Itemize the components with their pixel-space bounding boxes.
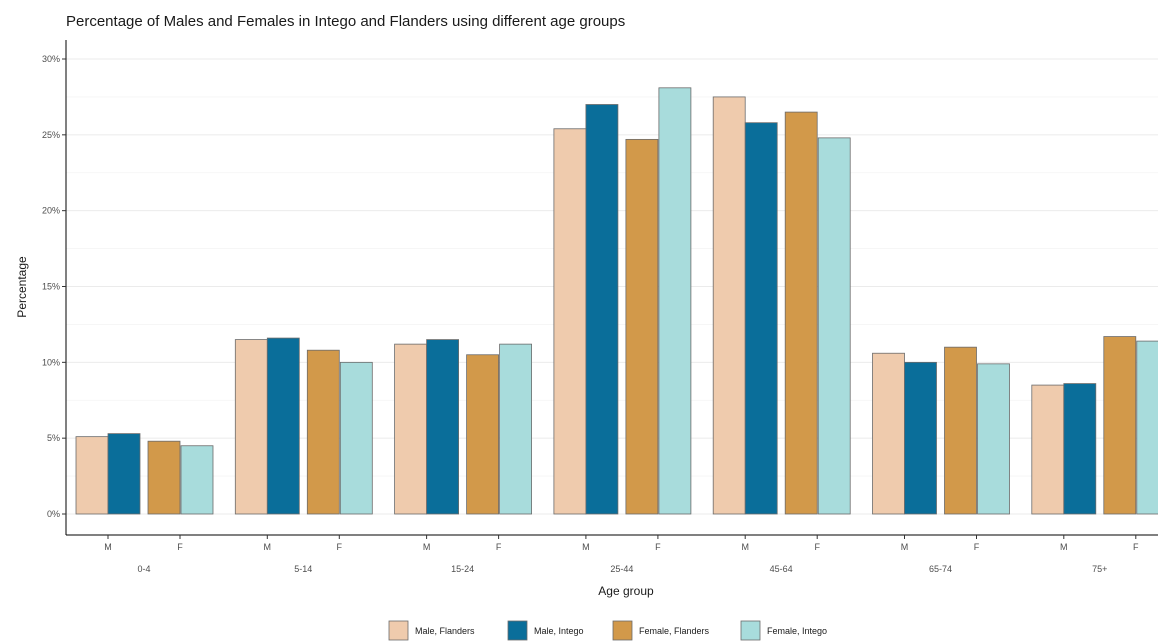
bar-75+-male-flanders (1031, 384, 1065, 515)
legend-label: Female, Flanders (639, 626, 710, 636)
legend-label: Male, Flanders (415, 626, 475, 636)
legend-label: Male, Intego (534, 626, 584, 636)
bar-65-74-female-flanders (944, 346, 977, 515)
legend-key (388, 620, 409, 641)
legend: Male, Flanders Male, Intego Female, Flande… (388, 620, 827, 641)
x-tick-label: F (655, 542, 661, 552)
bar-15-24-female-intego (499, 343, 533, 515)
legend-key (507, 620, 528, 641)
y-tick-label: 10% (42, 357, 60, 367)
bar-45-64-female-intego (817, 137, 851, 515)
bar-0-4-male-intego (107, 433, 141, 515)
x-axis-label: Age group (598, 584, 654, 598)
bar-45-64-female-flanders (784, 111, 818, 515)
legend-label: Female, Intego (767, 626, 827, 636)
bar-65-74-male-flanders (872, 352, 905, 515)
bar-25-44-male-flanders (553, 128, 587, 515)
bar-0-4-female-flanders (147, 440, 181, 515)
bar-25-44-male-intego (585, 104, 619, 515)
x-tick-label: M (1060, 542, 1068, 552)
y-tick-label: 25% (42, 130, 60, 140)
x-tick-label: F (974, 542, 980, 552)
y-tick-label: 20% (42, 206, 60, 216)
bar-5-14-female-flanders (306, 349, 340, 515)
bars (75, 87, 1158, 515)
y-tick-label: 15% (42, 282, 60, 292)
bar-5-14-female-intego (339, 361, 373, 515)
legend-key (740, 620, 761, 641)
bar-65-74-female-intego (977, 363, 1010, 515)
x-group-label: 75+ (1092, 564, 1107, 574)
x-tick-label: M (104, 542, 112, 552)
x-group-label: 45-64 (770, 564, 793, 574)
bar-75+-female-intego (1136, 340, 1158, 515)
bar-45-64-male-intego (744, 122, 778, 515)
y-axis-label: Percentage (15, 256, 29, 318)
bar-25-44-female-intego (658, 87, 692, 515)
bar-15-24-female-flanders (466, 354, 500, 515)
bar-15-24-male-intego (426, 339, 460, 515)
x-axis-ticks: M F 0-4 M F 5-14 M F 15-24 M F 25-44 M F 45-64 M F 65-74 M… (104, 535, 1139, 574)
x-tick-label: M (741, 542, 749, 552)
x-tick-label: M (423, 542, 431, 552)
bar-5-14-male-intego (266, 337, 300, 515)
x-tick-label: F (1133, 542, 1139, 552)
x-tick-label: F (177, 542, 183, 552)
chart-title: Percentage of Males and Females in Integ… (66, 13, 625, 30)
bar-15-24-male-flanders (394, 343, 428, 515)
bar-75+-female-flanders (1103, 336, 1137, 515)
x-tick-label: F (337, 542, 343, 552)
bar-0-4-male-flanders (75, 436, 109, 515)
bar-65-74-male-intego (904, 361, 937, 515)
bar-75+-male-intego (1063, 383, 1097, 515)
x-group-label: 25-44 (610, 564, 633, 574)
x-tick-label: M (264, 542, 272, 552)
legend-key (612, 620, 633, 641)
x-tick-label: M (582, 542, 590, 552)
x-group-label: 15-24 (451, 564, 474, 574)
bar-45-64-male-flanders (712, 96, 746, 515)
y-tick-label: 0% (47, 509, 60, 519)
bar-0-4-female-intego (180, 445, 214, 515)
x-group-label: 0-4 (137, 564, 150, 574)
bar-25-44-female-flanders (625, 138, 659, 515)
x-group-label: 5-14 (294, 564, 312, 574)
y-axis-ticks: 0% 5% 10% 15% 20% 25% 30% (42, 54, 66, 519)
bar-5-14-male-flanders (234, 339, 268, 515)
y-tick-label: 5% (47, 433, 60, 443)
x-group-label: 65-74 (929, 564, 952, 574)
x-tick-label: F (814, 542, 820, 552)
y-tick-label: 30% (42, 54, 60, 64)
x-tick-label: M (901, 542, 909, 552)
x-tick-label: F (496, 542, 502, 552)
